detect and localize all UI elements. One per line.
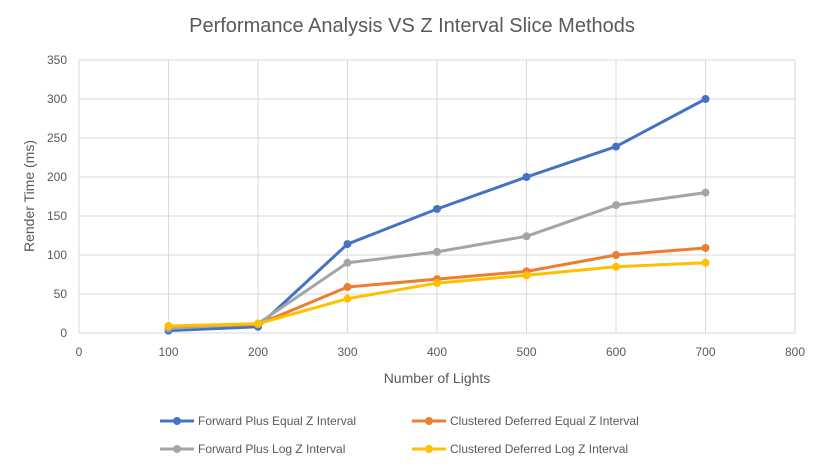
y-tick-label: 350 (47, 53, 67, 67)
legend-marker (173, 417, 181, 425)
legend-label: Clustered Deferred Equal Z Interval (450, 414, 639, 428)
y-tick-label: 250 (47, 131, 67, 145)
x-axis-title: Number of Lights (384, 370, 491, 386)
legend-label: Clustered Deferred Log Z Interval (450, 442, 628, 456)
y-tick-label: 300 (47, 92, 67, 106)
y-tick-label: 200 (47, 170, 67, 184)
data-point (164, 321, 173, 330)
legend-marker (425, 445, 433, 453)
data-point (433, 279, 441, 288)
data-point (343, 282, 352, 291)
data-point (343, 294, 352, 303)
data-point (701, 95, 710, 103)
data-point (612, 251, 620, 259)
data-point (343, 258, 352, 267)
x-tick-label: 0 (76, 345, 83, 359)
data-point (522, 232, 531, 241)
x-tick-label: 800 (785, 345, 805, 359)
legend-item: Clustered Deferred Log Z Interval (412, 442, 628, 456)
series-lines (164, 95, 710, 335)
data-point (522, 173, 531, 181)
x-tick-label: 100 (158, 345, 178, 359)
series-3 (164, 258, 710, 330)
x-tick-label: 300 (337, 345, 357, 359)
x-tick-label: 700 (695, 345, 715, 359)
y-tick-label: 0 (60, 326, 67, 340)
y-tick-label: 50 (54, 287, 68, 301)
data-point (701, 243, 710, 252)
legend-marker (173, 445, 181, 453)
data-point (254, 319, 262, 328)
x-tick-label: 500 (516, 345, 536, 359)
legend-item: Forward Plus Equal Z Interval (160, 414, 356, 428)
y-tick-label: 100 (47, 248, 67, 262)
chart-title: Performance Analysis VS Z Interval Slice… (189, 15, 635, 37)
data-point (612, 262, 620, 271)
data-point (522, 271, 531, 280)
data-point (433, 204, 441, 213)
legend: Forward Plus Equal Z Interval Clustered D… (160, 414, 639, 456)
data-point (701, 188, 710, 197)
legend-item: Clustered Deferred Equal Z Interval (412, 414, 639, 428)
data-point (701, 258, 710, 267)
gridlines (78, 59, 796, 334)
x-tick-label: 600 (606, 345, 626, 359)
x-tick-label: 400 (427, 345, 447, 359)
legend-label: Forward Plus Log Z Interval (198, 442, 345, 456)
legend-item: Forward Plus Log Z Interval (160, 442, 345, 456)
y-tick-label: 150 (47, 209, 67, 223)
data-point (433, 247, 441, 256)
y-axis-title: Render Time (ms) (21, 140, 37, 252)
data-point (612, 142, 620, 151)
data-point (343, 240, 352, 249)
legend-label: Forward Plus Equal Z Interval (198, 414, 356, 428)
data-point (612, 201, 620, 210)
tick-labels: 0 50 100 150 200 250 300 350 0 100 200 300 400 500 600… (47, 53, 805, 359)
x-tick-label: 200 (248, 345, 268, 359)
legend-marker (425, 417, 433, 425)
